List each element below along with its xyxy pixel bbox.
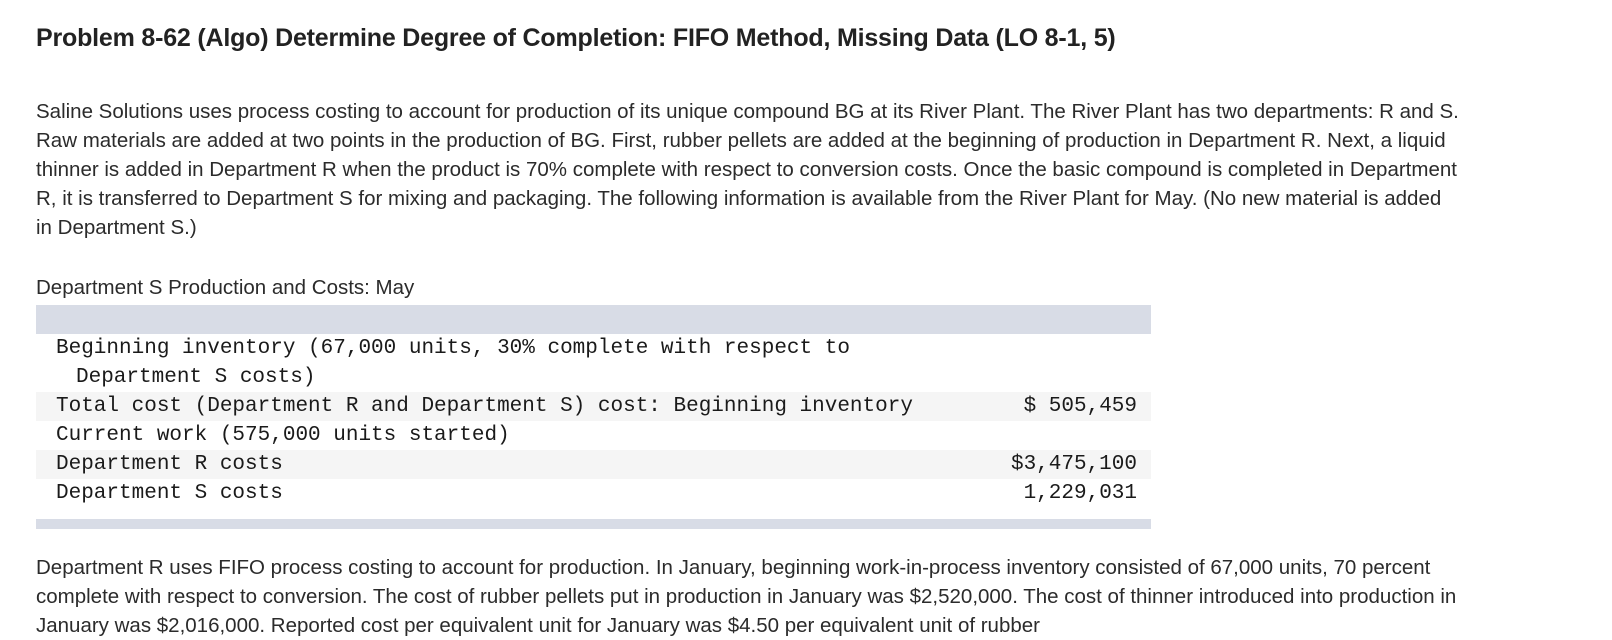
- department-r-paragraph: Department R uses FIFO process costing t…: [36, 556, 1457, 637]
- table-footer-band: [36, 519, 1151, 529]
- row-amount-total-cost: $ 505,459: [927, 392, 1151, 421]
- row-label-line-1: Beginning inventory (67,000 units, 30% c…: [56, 337, 850, 360]
- table-caption: Department S Production and Costs: May: [36, 276, 415, 299]
- table-row-current-work: Current work (575,000 units started): [36, 421, 1151, 450]
- department-s-cost-table: Beginning inventory (67,000 units, 30% c…: [36, 305, 1151, 529]
- row-label-line-2: Department S costs): [76, 366, 316, 389]
- row-label-current-work: Current work (575,000 units started): [36, 421, 927, 450]
- intro-paragraph: Saline Solutions uses process costing to…: [36, 100, 1459, 239]
- row-label-total-cost: Total cost (Department R and Department …: [36, 392, 927, 421]
- row-amount-current-work: [927, 421, 1151, 450]
- row-amount-beginning-inventory: [927, 334, 1151, 392]
- row-label-department-r-costs: Department R costs: [36, 450, 927, 479]
- table-row-beginning-inventory: Beginning inventory (67,000 units, 30% c…: [36, 334, 1151, 392]
- row-amount-department-r-costs: $3,475,100: [927, 450, 1151, 479]
- table-spacer: [36, 508, 1151, 519]
- problem-title: Problem 8-62 (Algo) Determine Degree of …: [36, 24, 1116, 52]
- table-row-total-cost: Total cost (Department R and Department …: [36, 392, 1151, 421]
- row-label-beginning-inventory: Beginning inventory (67,000 units, 30% c…: [36, 334, 927, 392]
- row-amount-department-s-costs: 1,229,031: [927, 479, 1151, 508]
- table-row-department-r-costs: Department R costs $3,475,100: [36, 450, 1151, 479]
- table-header-band: [36, 305, 1151, 334]
- row-label-department-s-costs: Department S costs: [36, 479, 927, 508]
- table-row-department-s-costs: Department S costs 1,229,031: [36, 479, 1151, 508]
